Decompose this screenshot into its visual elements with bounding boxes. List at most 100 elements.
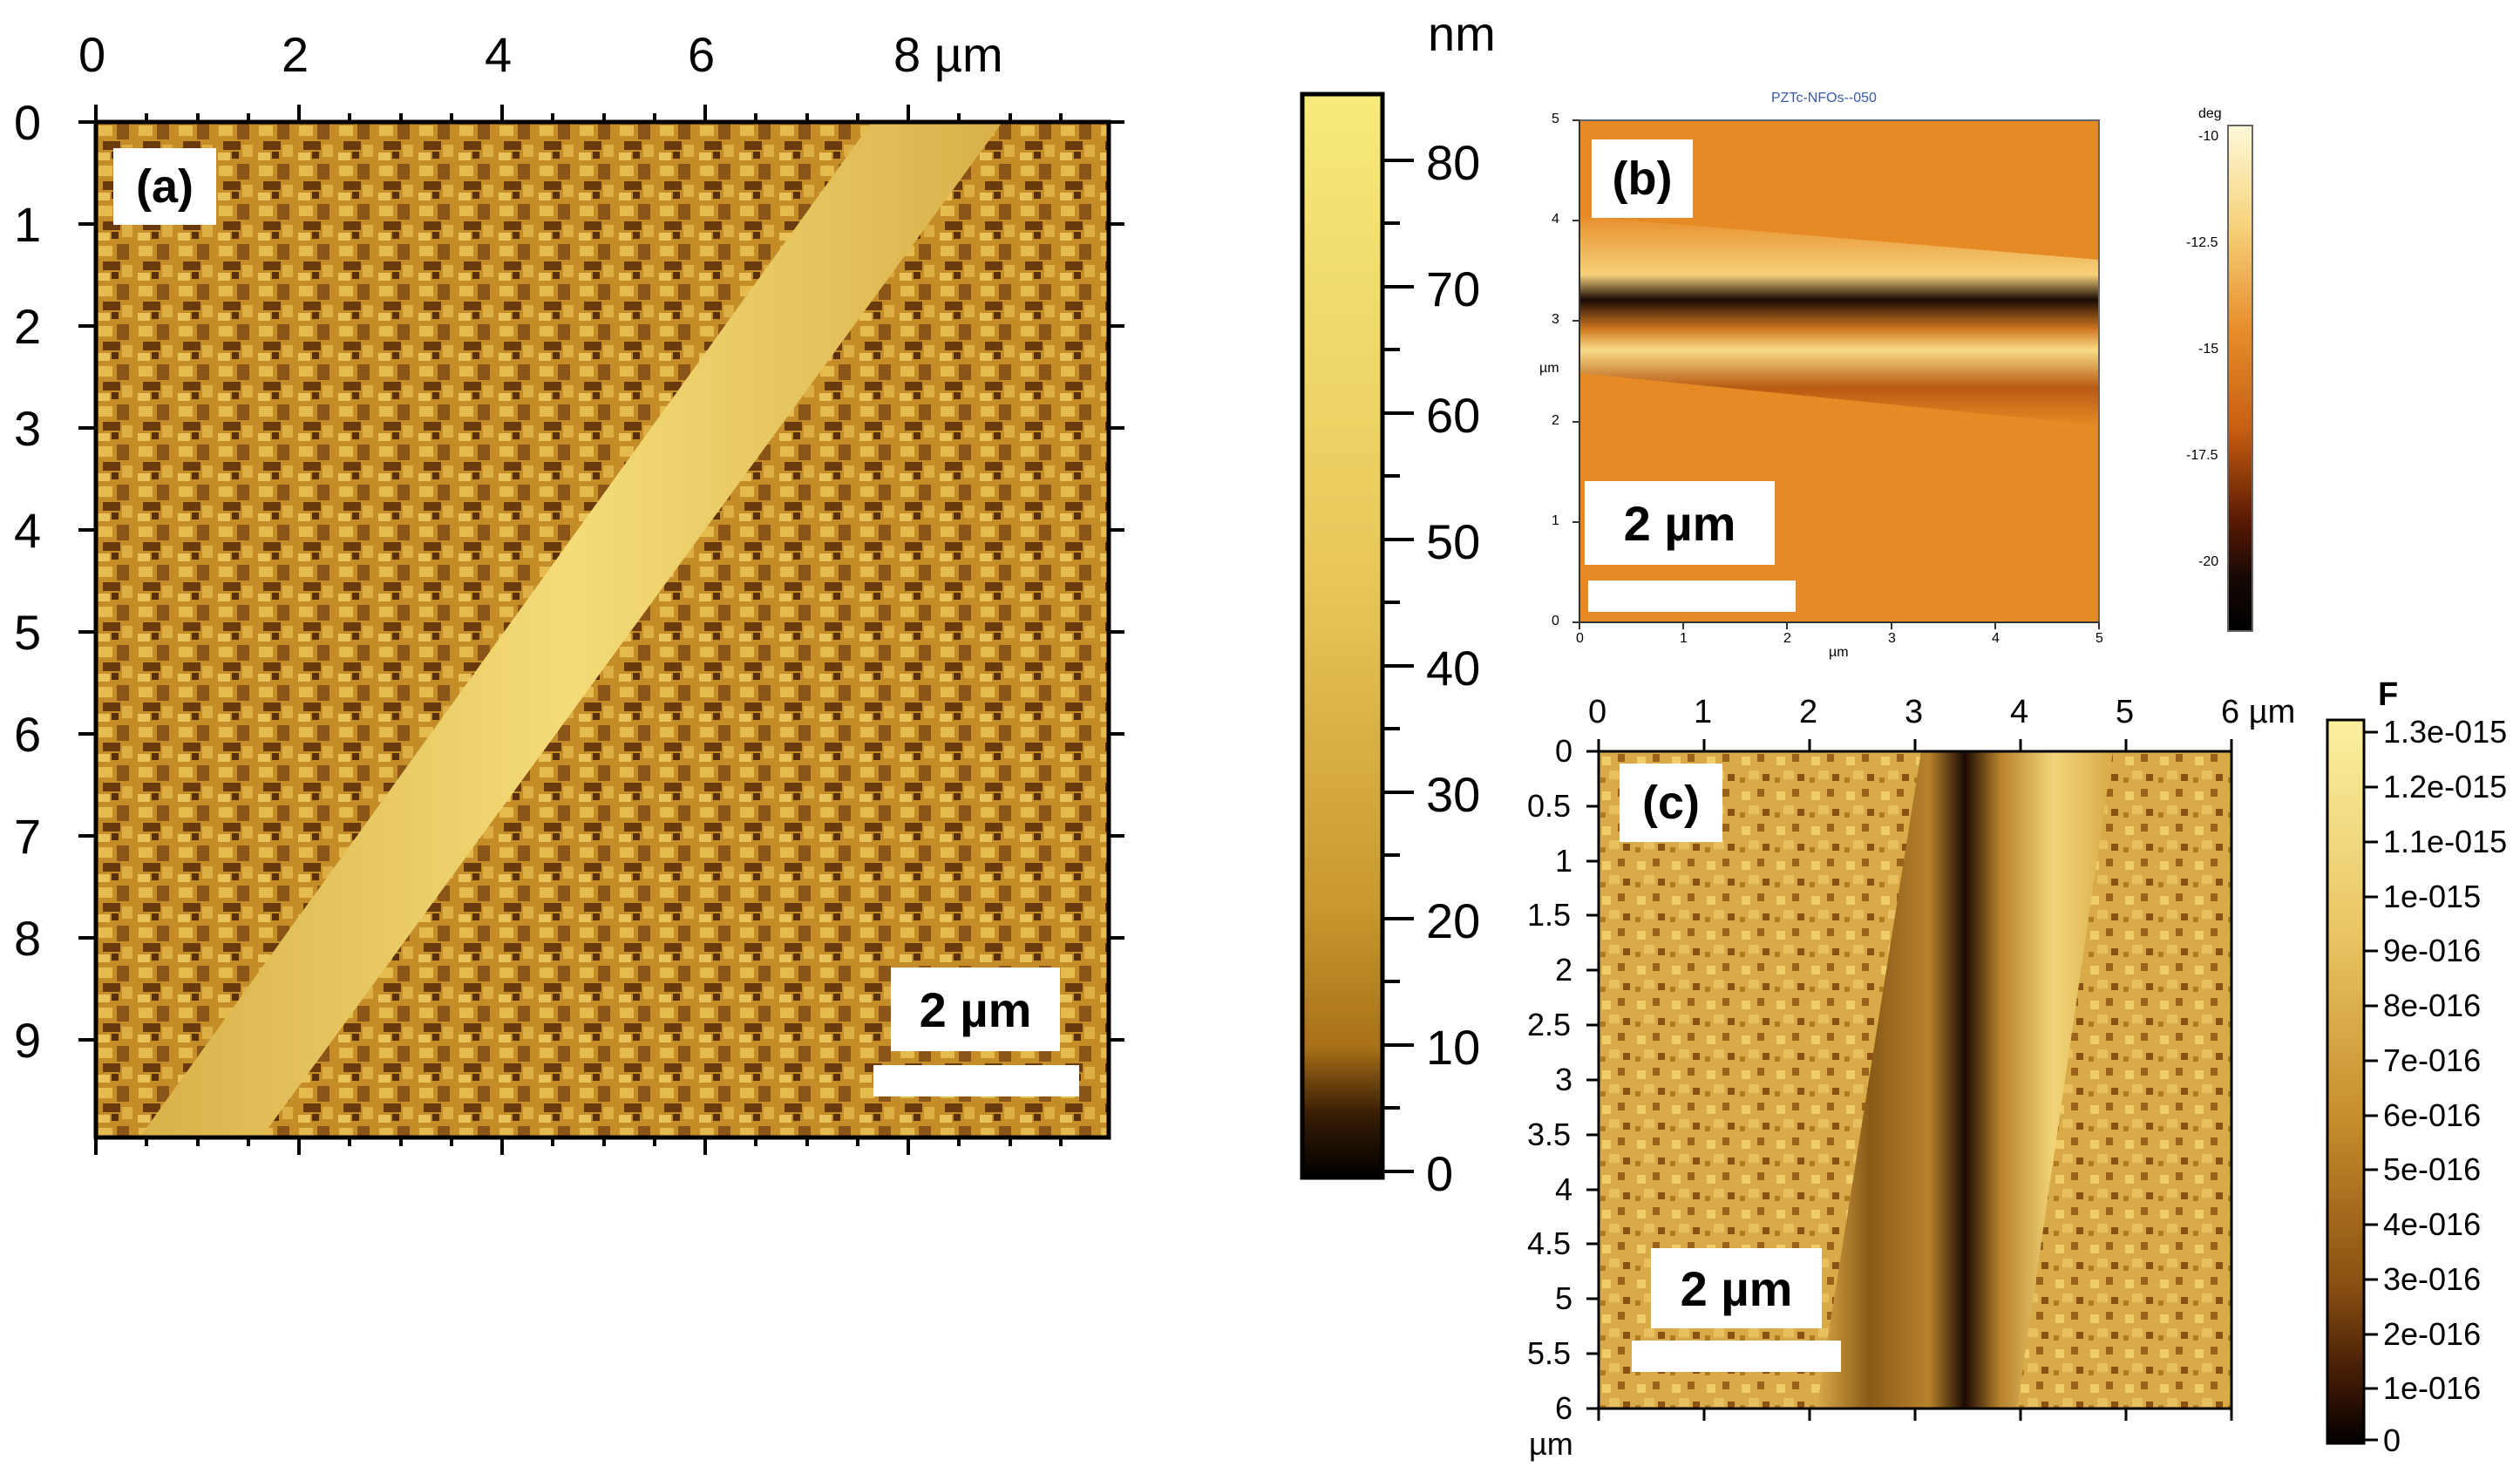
panel-a-x-tick-2: 2 — [282, 27, 309, 82]
colorbar-b-unit: deg — [2198, 106, 2222, 121]
panel-a-x-tick-8: 8 µm — [893, 27, 1003, 82]
colorbar-b-gradient — [2227, 125, 2253, 632]
panel-c-x-tick: 4 — [2010, 694, 2029, 730]
panel-a-x-tick-4: 4 — [485, 27, 513, 82]
panel-a-scale-label: 2 µm — [891, 967, 1060, 1051]
panel-c-axes — [1586, 739, 2233, 1421]
colorbar-c-tick: 0 — [2383, 1422, 2401, 1458]
panel-b-y-tick: 5 — [1552, 112, 1559, 126]
panel-c-x-tick: 2 — [1799, 694, 1818, 730]
panel-a-bottom-ticks — [94, 1137, 1063, 1155]
panel-c-y-tick: 5 — [1555, 1280, 1573, 1316]
panel-c-x-tick: 0 — [1588, 694, 1607, 730]
panel-b-y-tick: 0 — [1552, 614, 1559, 628]
colorbar-c-tick: 1.2e-015 — [2383, 769, 2508, 804]
panel-c-y-tick: 2.5 — [1527, 1007, 1572, 1042]
colorbar-a-tick: 10 — [1426, 1020, 1481, 1075]
panel-b-axes — [1572, 119, 2100, 629]
panel-b-label: (b) — [1592, 139, 1693, 218]
colorbar-c-tick: 1e-015 — [2383, 879, 2482, 914]
colorbar-c-tick: 7e-016 — [2383, 1042, 2482, 1078]
panel-a-label: (a) — [113, 148, 216, 225]
panel-b-x-tick: 4 — [1992, 631, 2000, 646]
colorbar-c-tick: 1.3e-015 — [2383, 714, 2508, 750]
panel-b-y-tick: 4 — [1552, 212, 1559, 227]
panel-b-x-tick: 1 — [1680, 631, 1688, 646]
colorbar-a-tick: 50 — [1426, 514, 1481, 569]
panel-b-x-tick: 2 — [1783, 631, 1791, 646]
panel-b-phase-image — [1579, 119, 2100, 623]
panel-b-x-tick: 0 — [1576, 631, 1584, 646]
colorbar-c-ticks — [2364, 730, 2378, 1442]
panel-c-label: (c) — [1620, 764, 1722, 842]
colorbar-a-tick: 20 — [1426, 893, 1481, 948]
colorbar-a-unit: nm — [1428, 6, 1496, 61]
panel-a-y-tick: 9 — [14, 1013, 42, 1068]
colorbar-c-tick: 8e-016 — [2383, 988, 2482, 1023]
colorbar-b-tick: -20 — [2198, 554, 2219, 569]
colorbar-a-tick: 40 — [1426, 641, 1481, 696]
panel-c-y-tick: 1.5 — [1527, 897, 1572, 933]
colorbar-c-unit: F — [2378, 676, 2399, 713]
panel-a-x-tick-6: 6 — [688, 27, 716, 82]
panel-b-y-label: µm — [1539, 361, 1559, 376]
panel-c-y-tick: 3.5 — [1527, 1117, 1572, 1152]
panel-c-scale-bar — [1632, 1341, 1841, 1372]
colorbar-b-tick: -17.5 — [2186, 448, 2218, 463]
panel-a-top-ticks — [94, 105, 1063, 122]
panel-b-scale-bar — [1588, 580, 1796, 612]
panel-c-y-tick: 0.5 — [1527, 788, 1572, 824]
panel-c-y-tick: 6 — [1555, 1390, 1573, 1426]
colorbar-a-tick: 30 — [1426, 767, 1481, 822]
panel-a-y-tick: 0 — [14, 95, 42, 150]
panel-b-title: PZTc-NFOs--050 — [1771, 91, 1877, 105]
panel-c-y-tick: 1 — [1555, 843, 1573, 879]
panel-c-x-tick: 3 — [1905, 694, 1924, 730]
colorbar-c-tick: 5e-016 — [2383, 1151, 2482, 1187]
panel-a-y-tick: 8 — [14, 911, 42, 966]
panel-a-x-tick-0: 0 — [78, 27, 106, 82]
colorbar-c-tick: 4e-016 — [2383, 1206, 2482, 1242]
panel-c-y-tick: 4 — [1555, 1171, 1573, 1207]
panel-b-y-tick: 3 — [1552, 312, 1559, 327]
colorbar-c-gradient — [2326, 718, 2366, 1445]
panel-a-left-ticks — [78, 120, 96, 1042]
panel-c-x-tick: 1 — [1694, 694, 1713, 730]
panel-c-y-tick: 0 — [1555, 733, 1573, 769]
panel-a-y-tick: 5 — [14, 605, 42, 660]
panel-c-y-tick: 2 — [1555, 952, 1573, 988]
panel-b-y-tick: 2 — [1552, 413, 1559, 428]
panel-a-y-tick: 4 — [14, 503, 42, 558]
colorbar-c-tick: 3e-016 — [2383, 1261, 2482, 1297]
panel-a-y-tick: 6 — [14, 707, 42, 762]
colorbar-a-ticks — [1382, 159, 1414, 1173]
panel-b-x-label: µm — [1829, 645, 1849, 660]
colorbar-a-tick: 0 — [1426, 1146, 1454, 1201]
panel-c-y-tick: 4.5 — [1527, 1225, 1572, 1261]
panel-c-x-tick: 6 µm — [2221, 694, 2296, 730]
colorbar-a-gradient — [1300, 92, 1385, 1180]
panel-b-scale-label: 2 µm — [1585, 481, 1775, 565]
colorbar-c-tick: 2e-016 — [2383, 1316, 2482, 1352]
colorbar-a-tick: 80 — [1426, 135, 1481, 190]
colorbar-b-tick: -12.5 — [2186, 235, 2218, 250]
colorbar-b-tick: -15 — [2198, 342, 2219, 356]
panel-a-y-tick: 1 — [14, 197, 42, 252]
panel-a-scale-bar — [873, 1065, 1079, 1096]
panel-c-y-unit: µm — [1529, 1426, 1573, 1462]
panel-b-x-tick: 3 — [1888, 631, 1896, 646]
panel-c-y-tick: 3 — [1555, 1062, 1573, 1097]
panel-c-y-tick: 5.5 — [1527, 1335, 1572, 1371]
panel-b-x-tick: 5 — [2095, 631, 2103, 646]
panel-a-right-ticks — [1109, 120, 1124, 1042]
colorbar-a-tick: 70 — [1426, 261, 1481, 316]
panel-a-y-tick: 2 — [14, 299, 42, 354]
colorbar-c-tick: 9e-016 — [2383, 933, 2482, 968]
panel-a-y-tick: 3 — [14, 401, 42, 456]
colorbar-c-tick: 6e-016 — [2383, 1097, 2482, 1133]
panel-c-scale-label: 2 µm — [1651, 1248, 1822, 1328]
colorbar-a-tick: 60 — [1426, 388, 1481, 443]
colorbar-c-tick: 1.1e-015 — [2383, 824, 2508, 859]
colorbar-b-tick: -10 — [2198, 129, 2219, 144]
panel-c-x-tick: 5 — [2116, 694, 2135, 730]
